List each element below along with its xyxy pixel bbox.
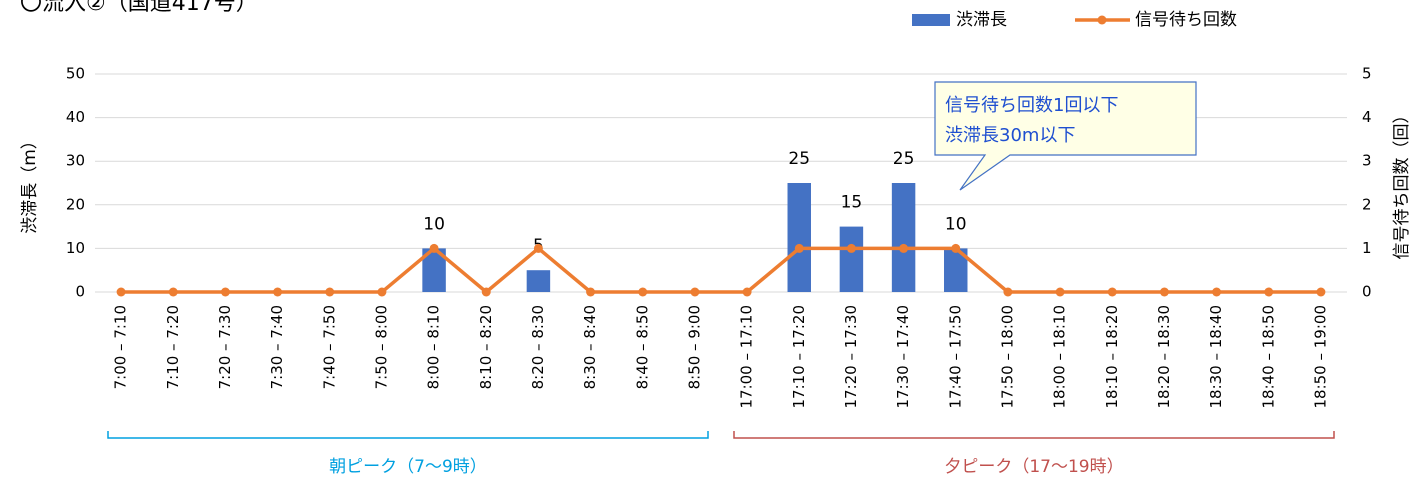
x-tick-label: 17:00 – 17:10 (738, 305, 756, 409)
data-label: 25 (893, 149, 915, 169)
line-marker (1107, 287, 1117, 297)
x-tick-label: 8:30 – 8:40 (581, 305, 599, 389)
x-tick-label: 8:10 – 8:20 (477, 305, 495, 389)
annotation-text: 信号待ち回数1回以下 (945, 95, 1118, 116)
legend-label: 渋滞長 (956, 10, 1007, 30)
line-marker (116, 287, 126, 297)
x-tick-label: 7:00 – 7:10 (112, 305, 130, 389)
line-marker (273, 287, 283, 297)
legend-swatch (1097, 15, 1107, 25)
x-tick-label: 18:00 – 18:10 (1051, 305, 1069, 409)
line-marker (168, 287, 178, 297)
y-tick-label: 10 (66, 239, 85, 257)
data-label: 15 (841, 193, 863, 213)
line-marker (899, 243, 909, 253)
bar (787, 183, 811, 292)
x-tick-label: 17:10 – 17:20 (790, 305, 808, 409)
line-marker (429, 243, 439, 253)
line-marker (377, 287, 387, 297)
group-label: 朝ピーク（7～9時） (329, 457, 487, 477)
data-label: 25 (788, 149, 810, 169)
data-label: 10 (423, 214, 445, 234)
x-tick-label: 7:30 – 7:40 (268, 305, 286, 389)
line-marker (638, 287, 648, 297)
line-marker (586, 287, 596, 297)
y2-tick-label: 0 (1362, 283, 1372, 301)
x-tick-label: 8:00 – 8:10 (425, 305, 443, 389)
x-tick-label: 18:50 – 19:00 (1311, 305, 1329, 409)
y2-tick-label: 5 (1362, 65, 1372, 83)
x-tick-label: 18:20 – 18:30 (1155, 305, 1173, 409)
y2-tick-label: 1 (1362, 239, 1372, 257)
line-marker (794, 243, 804, 253)
x-tick-label: 7:40 – 7:50 (320, 305, 338, 389)
line-marker (846, 243, 856, 253)
line-marker (1264, 287, 1274, 297)
line-marker (1159, 287, 1169, 297)
line-marker (951, 243, 961, 253)
x-tick-label: 8:40 – 8:50 (633, 305, 651, 389)
line-marker (690, 287, 700, 297)
legend-swatch (912, 14, 950, 26)
y-axis-label: 渋滞長（m） (20, 132, 40, 234)
y2-axis-label: 信号待ち回数（回） (1392, 107, 1412, 260)
data-label: 10 (945, 214, 967, 234)
x-tick-label: 17:20 – 17:30 (842, 305, 860, 409)
line-marker (325, 287, 335, 297)
group-bracket (107, 431, 709, 439)
bar (891, 183, 916, 292)
line-marker (220, 287, 230, 297)
x-tick-label: 7:20 – 7:30 (216, 305, 234, 389)
line-marker (1212, 287, 1222, 297)
line-marker (481, 287, 491, 297)
x-tick-label: 7:10 – 7:20 (164, 305, 182, 389)
y2-tick-label: 4 (1362, 108, 1372, 126)
group-label: 夕ピーク（17～19時） (944, 457, 1123, 477)
y-tick-label: 0 (75, 283, 85, 301)
x-tick-label: 17:30 – 17:40 (894, 305, 912, 409)
x-tick-label: 17:50 – 18:00 (998, 305, 1016, 409)
y-tick-label: 50 (66, 65, 85, 83)
y2-tick-label: 3 (1362, 152, 1372, 170)
line-marker (1316, 287, 1326, 297)
x-tick-label: 18:10 – 18:20 (1103, 305, 1121, 409)
annotation-text: 渋滞長30m以下 (945, 125, 1075, 146)
callout (934, 81, 1197, 191)
y-tick-label: 40 (66, 108, 85, 126)
bar (422, 248, 446, 292)
line-marker (1003, 287, 1013, 297)
line-marker (742, 287, 752, 297)
x-tick-label: 18:40 – 18:50 (1259, 305, 1277, 409)
y2-tick-label: 2 (1362, 195, 1372, 213)
bar (839, 226, 864, 292)
y-tick-label: 20 (66, 195, 85, 213)
bar (944, 248, 968, 292)
chart-title: 〇流入②（国道417号） (20, 0, 258, 16)
line (121, 246, 1321, 294)
group-bracket (733, 431, 1335, 439)
y-tick-label: 30 (66, 152, 85, 170)
x-tick-label: 8:20 – 8:30 (529, 305, 547, 389)
x-tick-label: 8:50 – 9:00 (685, 305, 703, 389)
x-tick-label: 18:30 – 18:40 (1207, 305, 1225, 409)
legend-label: 信号待ち回数 (1135, 10, 1237, 30)
bar (526, 270, 551, 292)
line-marker (1055, 287, 1065, 297)
line-marker (533, 243, 543, 253)
x-tick-label: 7:50 – 8:00 (372, 305, 390, 389)
x-tick-label: 17:40 – 17:50 (946, 305, 964, 409)
